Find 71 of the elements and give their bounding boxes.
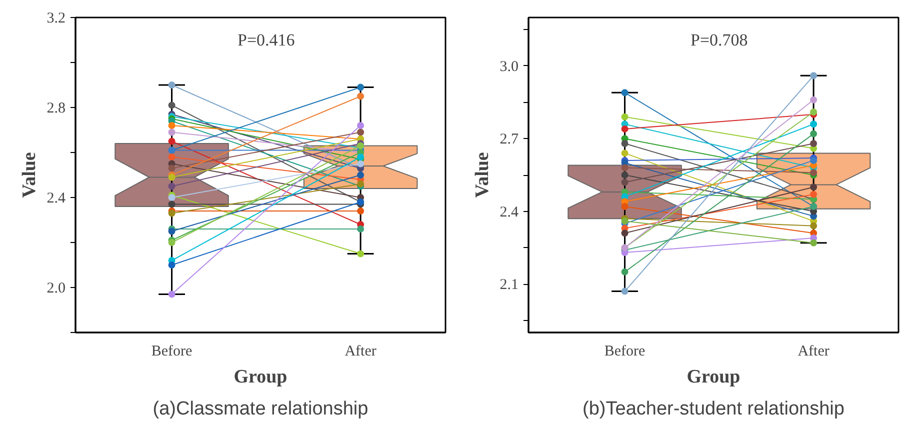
point [168, 164, 176, 172]
point [810, 96, 818, 104]
point [168, 290, 176, 298]
text: (b)Teacher-student relationship [582, 398, 844, 420]
point [810, 130, 818, 138]
point [357, 172, 364, 178]
y-tick-label: 2.0 [46, 280, 66, 296]
y-tick-label: 2.8 [46, 100, 66, 116]
point [810, 108, 818, 116]
x-tick-label: Before [604, 344, 646, 360]
point [810, 140, 818, 147]
point [810, 120, 818, 128]
point [357, 142, 364, 150]
point [357, 128, 364, 136]
point [810, 169, 818, 176]
y-axis-title: Value [472, 152, 493, 198]
point [357, 154, 364, 160]
point [357, 122, 364, 129]
point [357, 208, 364, 214]
point [168, 200, 176, 208]
point [621, 172, 628, 178]
point [168, 128, 176, 136]
point [810, 72, 818, 80]
point [168, 210, 176, 217]
text: (a)Classmate relationship [152, 398, 368, 420]
point [357, 92, 364, 100]
point [621, 268, 628, 276]
point [621, 113, 628, 120]
y-tick-label: 2.1 [500, 277, 518, 294]
y-tick-label: 2.4 [500, 204, 519, 220]
point [810, 190, 818, 198]
y-tick-label: 3.0 [500, 58, 518, 75]
x-tick-label: Before [151, 344, 193, 360]
point [168, 174, 176, 181]
point [810, 239, 818, 246]
point [621, 89, 628, 96]
point [168, 154, 176, 160]
point [168, 194, 176, 201]
point [810, 222, 818, 230]
x-tick-label: After [798, 344, 830, 360]
point [621, 150, 628, 157]
annotation: P=0.708 [690, 30, 748, 50]
point [621, 140, 628, 147]
point [357, 180, 364, 188]
point [621, 203, 628, 210]
x-axis-title: Group [234, 366, 288, 388]
point [621, 230, 628, 237]
y-tick-label: 2.7 [500, 132, 519, 148]
point [357, 160, 364, 168]
point [168, 102, 176, 109]
point [168, 262, 176, 268]
y-tick-label: 3.2 [46, 10, 66, 26]
point [621, 178, 628, 186]
point [357, 250, 364, 258]
point [357, 226, 364, 232]
point [168, 82, 176, 88]
point [168, 228, 176, 235]
point [168, 122, 176, 129]
y-axis-title: Value [18, 152, 40, 198]
annotation: P=0.416 [238, 30, 295, 50]
point [168, 182, 176, 190]
x-tick-label: After [344, 344, 376, 360]
point [621, 125, 628, 132]
point [621, 288, 628, 295]
point [621, 164, 628, 172]
point [168, 138, 176, 145]
point [357, 84, 364, 91]
x-axis-title: Group [686, 366, 740, 388]
point [810, 184, 818, 191]
y-tick-label: 2.4 [46, 190, 66, 206]
point [168, 239, 176, 246]
